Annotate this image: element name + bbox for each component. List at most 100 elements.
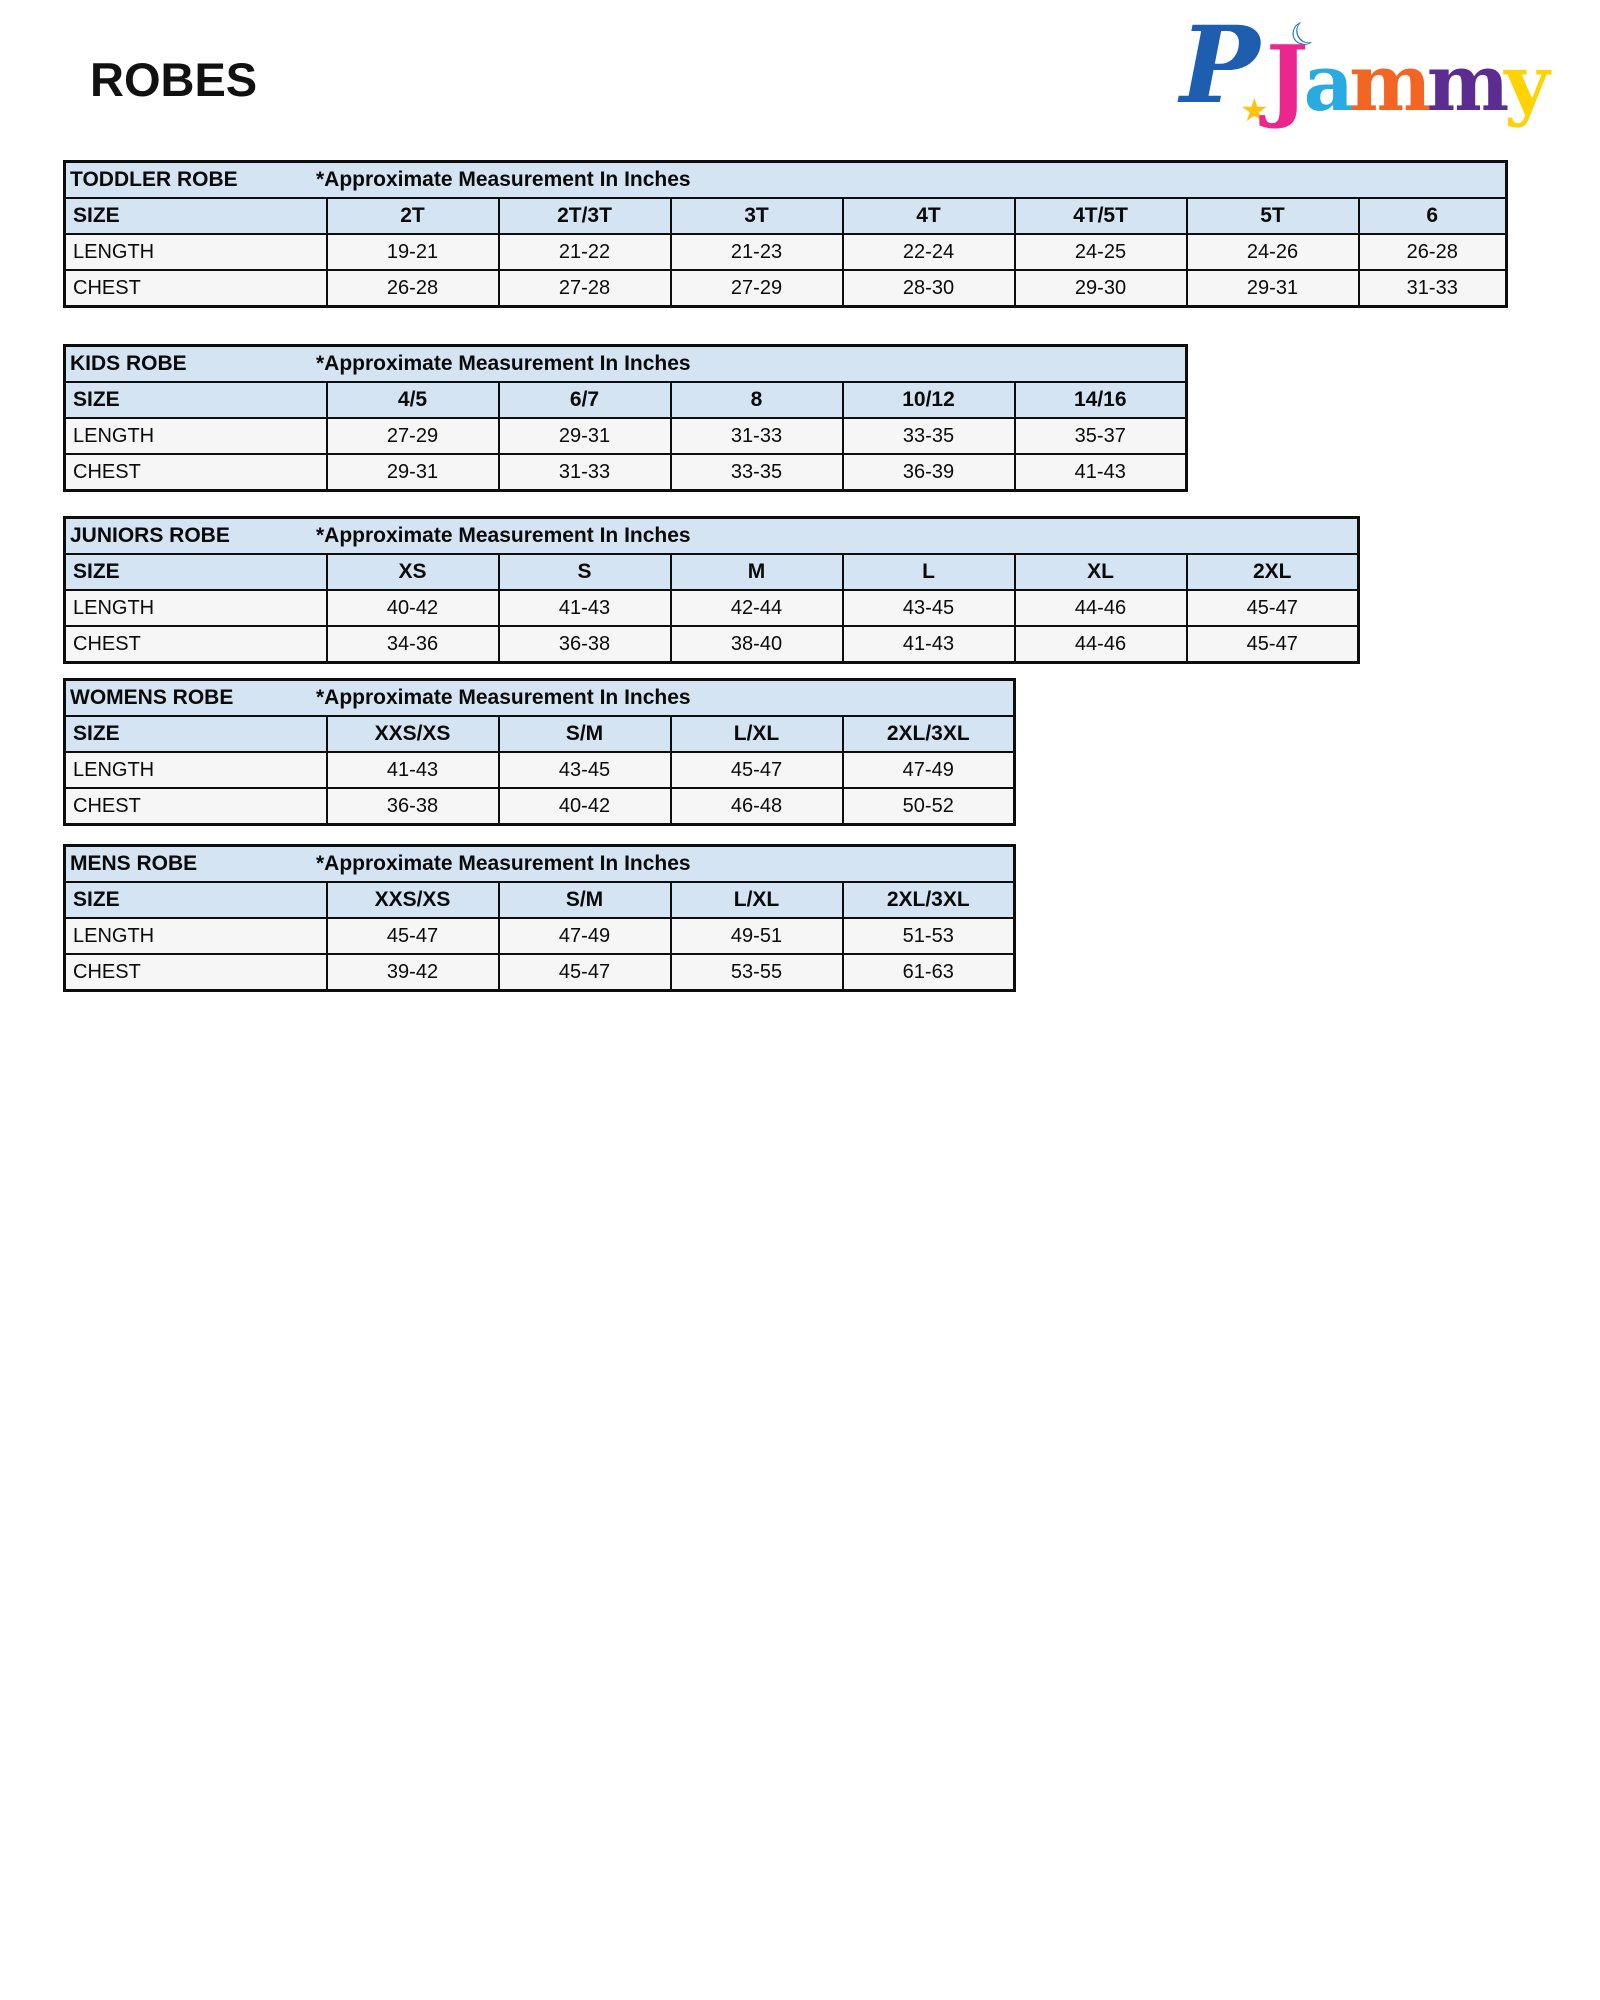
measurement-note: *Approximate Measurement In Inches [316, 852, 691, 875]
table-name: TODDLER ROBE [70, 168, 238, 191]
size-label: SIZE [63, 553, 328, 591]
measurement-value: 24-25 [1013, 233, 1188, 271]
size-value: XL [1013, 553, 1188, 591]
measurement-value: 33-35 [669, 453, 844, 492]
size-value: 4/5 [325, 381, 500, 419]
size-value: 6/7 [497, 381, 672, 419]
size-header-row: SIZE 2T 2T/3T 3T 4T 4T/5T 5T 6 [63, 197, 1508, 235]
logo-letter-p: P [1180, 2, 1260, 127]
table-row: CHEST 34-36 36-38 38-40 41-43 44-46 45-47 [63, 625, 1360, 664]
table-name: WOMENS ROBE [70, 686, 234, 709]
measurement-value: 29-30 [1013, 269, 1188, 308]
measurement-value: 44-46 [1013, 589, 1188, 627]
size-value: 8 [669, 381, 844, 419]
size-value: XXS/XS [325, 881, 500, 919]
table-row: LENGTH 40-42 41-43 42-44 43-45 44-46 45-47 [63, 589, 1360, 627]
measurement-value: 29-31 [497, 417, 672, 455]
logo-letter: m [1426, 38, 1510, 129]
size-value: 2XL/3XL [841, 715, 1016, 753]
row-label: LENGTH [63, 233, 328, 271]
table-row: CHEST 29-31 31-33 33-35 36-39 41-43 [63, 453, 1188, 492]
table-row: CHEST 36-38 40-42 46-48 50-52 [63, 787, 1016, 826]
measurement-value: 44-46 [1013, 625, 1188, 664]
measurement-value: 61-63 [841, 953, 1016, 992]
measurement-value: 19-21 [325, 233, 500, 271]
measurement-value: 45-47 [1185, 589, 1360, 627]
star-icon: ★ [1240, 92, 1269, 128]
table-title-row: JUNIORS ROBE *Approximate Measurement In … [63, 516, 1360, 555]
size-label: SIZE [63, 881, 328, 919]
table-title-row: TODDLER ROBE *Approximate Measurement In … [63, 160, 1508, 199]
measurement-value: 53-55 [669, 953, 844, 992]
size-value: 2XL [1185, 553, 1360, 591]
size-value: 2T [325, 197, 500, 235]
row-label: CHEST [63, 787, 328, 826]
measurement-value: 46-48 [669, 787, 844, 826]
measurement-value: 41-43 [1013, 453, 1188, 492]
measurement-value: 33-35 [841, 417, 1016, 455]
size-value: 6 [1357, 197, 1508, 235]
table-row: LENGTH 27-29 29-31 31-33 33-35 35-37 [63, 417, 1188, 455]
measurement-value: 47-49 [497, 917, 672, 955]
measurement-value: 49-51 [669, 917, 844, 955]
measurement-value: 41-43 [325, 751, 500, 789]
size-table-kids-robe: KIDS ROBE *Approximate Measurement In Inc… [63, 344, 1188, 492]
measurement-value: 50-52 [841, 787, 1016, 826]
table-title-cell: MENS ROBE *Approximate Measurement In Inc… [63, 844, 1016, 883]
measurement-value: 43-45 [841, 589, 1016, 627]
measurement-note: *Approximate Measurement In Inches [316, 352, 691, 375]
page-title: ROBES [90, 53, 258, 106]
size-table-toddler-robe: TODDLER ROBE *Approximate Measurement In … [63, 160, 1508, 308]
size-table-mens-robe: MENS ROBE *Approximate Measurement In Inc… [63, 844, 1016, 992]
size-table-womens-robe: WOMENS ROBE *Approximate Measurement In I… [63, 678, 1016, 826]
measurement-value: 45-47 [325, 917, 500, 955]
size-value: L/XL [669, 715, 844, 753]
logo-letter: y [1504, 38, 1549, 129]
size-value: S [497, 553, 672, 591]
row-label: CHEST [63, 953, 328, 992]
row-label: CHEST [63, 269, 328, 308]
measurement-value: 34-36 [325, 625, 500, 664]
measurement-value: 41-43 [841, 625, 1016, 664]
size-value: 4T [841, 197, 1016, 235]
table-title-cell: JUNIORS ROBE *Approximate Measurement In … [63, 516, 1360, 555]
measurement-value: 40-42 [325, 589, 500, 627]
size-table-juniors-robe: JUNIORS ROBE *Approximate Measurement In … [63, 516, 1360, 664]
measurement-value: 22-24 [841, 233, 1016, 271]
size-value: 5T [1185, 197, 1360, 235]
measurement-value: 27-29 [669, 269, 844, 308]
brand-logo: P ★ ☾ Jammy [1180, 11, 1590, 140]
measurement-value: 47-49 [841, 751, 1016, 789]
table-title-cell: WOMENS ROBE *Approximate Measurement In I… [63, 678, 1016, 717]
size-value: 10/12 [841, 381, 1016, 419]
table-row: LENGTH 19-21 21-22 21-23 22-24 24-25 24-26 26-2… [63, 233, 1508, 271]
table-title-cell: TODDLER ROBE *Approximate Measurement In … [63, 160, 1508, 199]
measurement-value: 26-28 [1357, 233, 1508, 271]
measurement-value: 36-38 [325, 787, 500, 826]
size-value: L [841, 553, 1016, 591]
row-label: CHEST [63, 453, 328, 492]
size-label: SIZE [63, 197, 328, 235]
table-row: LENGTH 41-43 43-45 45-47 47-49 [63, 751, 1016, 789]
table-title-row: KIDS ROBE *Approximate Measurement In Inc… [63, 344, 1188, 383]
measurement-note: *Approximate Measurement In Inches [316, 524, 691, 547]
measurement-note: *Approximate Measurement In Inches [316, 168, 691, 191]
table-name: KIDS ROBE [70, 352, 187, 375]
size-value: 4T/5T [1013, 197, 1188, 235]
table-row: CHEST 26-28 27-28 27-29 28-30 29-30 29-31 31-33 [63, 269, 1508, 308]
size-value: M [669, 553, 844, 591]
measurement-value: 24-26 [1185, 233, 1360, 271]
measurement-value: 29-31 [1185, 269, 1360, 308]
measurement-value: 45-47 [1185, 625, 1360, 664]
measurement-value: 39-42 [325, 953, 500, 992]
measurement-value: 26-28 [325, 269, 500, 308]
measurement-value: 38-40 [669, 625, 844, 664]
measurement-value: 28-30 [841, 269, 1016, 308]
size-header-row: SIZE XS S M L XL 2XL [63, 553, 1360, 591]
measurement-value: 36-38 [497, 625, 672, 664]
size-value: XS [325, 553, 500, 591]
row-label: LENGTH [63, 751, 328, 789]
row-label: LENGTH [63, 589, 328, 627]
measurement-value: 31-33 [1357, 269, 1508, 308]
measurement-value: 27-29 [325, 417, 500, 455]
